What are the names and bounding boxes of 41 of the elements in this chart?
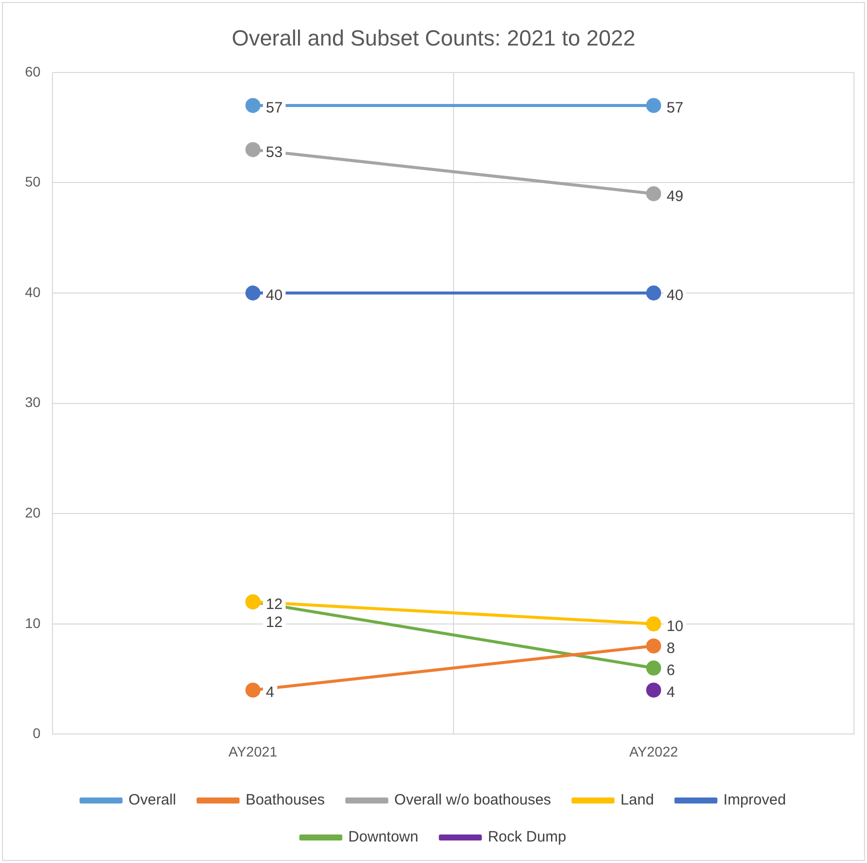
y-tick-label: 20 bbox=[24, 504, 41, 520]
y-tick-label: 50 bbox=[24, 174, 41, 190]
x-tick-label: AY2021 bbox=[228, 743, 278, 760]
data-label: 4 bbox=[266, 684, 274, 702]
y-tick-label: 10 bbox=[24, 614, 41, 631]
legend-label: Overall bbox=[128, 792, 176, 809]
data-label: 53 bbox=[266, 144, 283, 161]
y-tick-label: 40 bbox=[24, 284, 41, 300]
data-label: 8 bbox=[666, 640, 675, 658]
point bbox=[245, 98, 260, 113]
point bbox=[646, 682, 662, 698]
y-tick-label: 0 bbox=[32, 725, 41, 742]
legend-label: Boathouses bbox=[246, 792, 325, 809]
data-label: 12 bbox=[266, 596, 283, 613]
data-label: 40 bbox=[266, 287, 283, 304]
legend-label: Downtown bbox=[348, 828, 418, 846]
point bbox=[245, 682, 260, 698]
legend-label: Improved bbox=[723, 792, 786, 809]
data-label: 57 bbox=[666, 100, 684, 117]
point bbox=[646, 98, 662, 113]
chart-title: Overall and Subset Counts: 2021 to 2022 bbox=[232, 25, 636, 50]
point bbox=[646, 286, 662, 300]
point bbox=[245, 142, 260, 158]
data-label: 4 bbox=[666, 684, 675, 702]
point bbox=[646, 186, 662, 202]
data-label: 40 bbox=[666, 287, 684, 304]
legend-label: Land bbox=[620, 792, 654, 809]
data-label: 57 bbox=[266, 100, 283, 117]
x-tick-label: AY2022 bbox=[629, 743, 678, 760]
y-tick-label: 30 bbox=[24, 394, 41, 410]
legend-label: Rock Dump bbox=[488, 828, 566, 846]
y-tick-label: 60 bbox=[24, 63, 41, 80]
legend-label: Overall w/o boathouses bbox=[394, 792, 552, 809]
point bbox=[245, 286, 260, 300]
point bbox=[646, 660, 662, 676]
data-label: 12 bbox=[266, 614, 283, 631]
data-label: 10 bbox=[666, 618, 684, 636]
point bbox=[646, 638, 662, 654]
point bbox=[646, 616, 662, 632]
data-label: 6 bbox=[666, 662, 675, 680]
data-label: 49 bbox=[666, 188, 684, 205]
